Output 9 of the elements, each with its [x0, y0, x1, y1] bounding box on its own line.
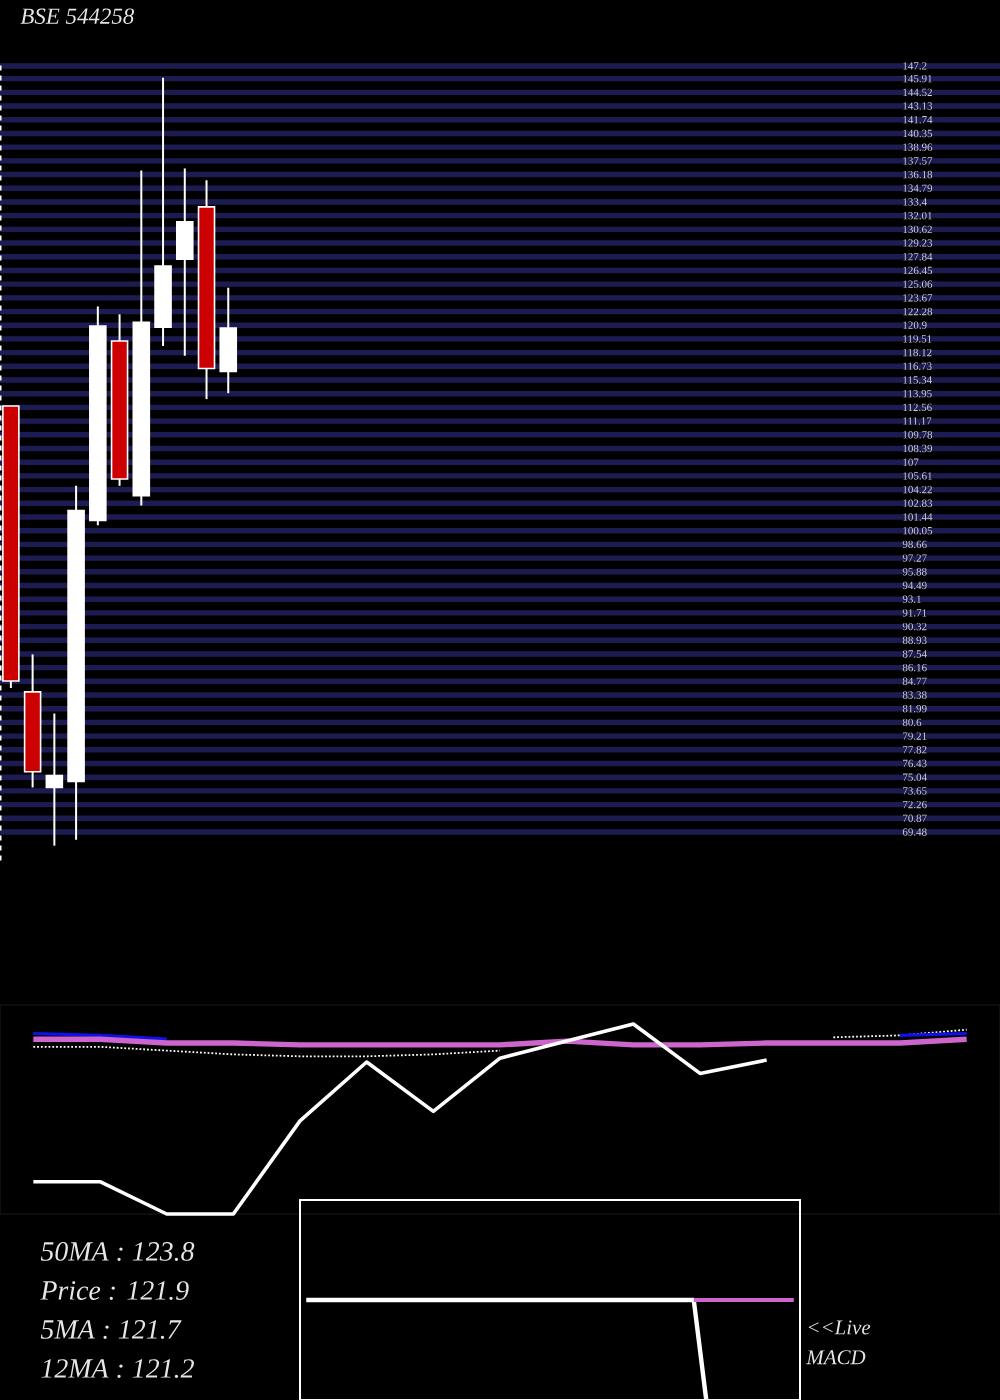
chart-title: BSE 544258: [20, 8, 135, 24]
candlestick: [45, 712, 64, 847]
candlestick: [219, 286, 238, 395]
text: <<Live MACD: [806, 1320, 871, 1365]
text: 50MA : 123.8: [40, 1242, 195, 1261]
text: 5MA : 121.7: [40, 1320, 182, 1339]
candlestick: [175, 167, 194, 357]
text: Price : 121.9: [40, 1281, 189, 1301]
text: 12MA : 121.2: [41, 1359, 194, 1379]
